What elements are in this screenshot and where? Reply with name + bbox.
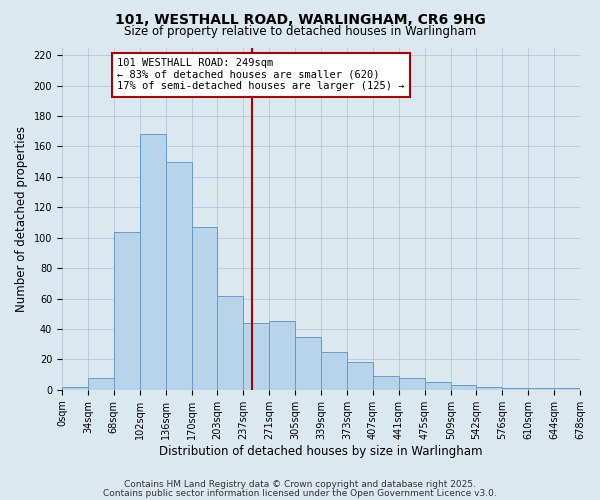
Bar <box>88 378 114 390</box>
Text: Contains public sector information licensed under the Open Government Licence v3: Contains public sector information licen… <box>103 488 497 498</box>
Bar <box>502 388 528 390</box>
Bar <box>347 362 373 390</box>
Bar <box>192 227 217 390</box>
X-axis label: Distribution of detached houses by size in Warlingham: Distribution of detached houses by size … <box>159 444 483 458</box>
Text: 101 WESTHALL ROAD: 249sqm
← 83% of detached houses are smaller (620)
17% of semi: 101 WESTHALL ROAD: 249sqm ← 83% of detac… <box>117 58 404 92</box>
Bar <box>269 322 295 390</box>
Bar <box>321 352 347 390</box>
Bar <box>140 134 166 390</box>
Bar <box>399 378 425 390</box>
Text: Size of property relative to detached houses in Warlingham: Size of property relative to detached ho… <box>124 25 476 38</box>
Bar <box>217 296 243 390</box>
Bar <box>425 382 451 390</box>
Text: Contains HM Land Registry data © Crown copyright and database right 2025.: Contains HM Land Registry data © Crown c… <box>124 480 476 489</box>
Y-axis label: Number of detached properties: Number of detached properties <box>15 126 28 312</box>
Bar <box>373 376 399 390</box>
Bar <box>451 386 476 390</box>
Bar <box>166 162 192 390</box>
Bar <box>114 232 140 390</box>
Bar <box>243 323 269 390</box>
Bar <box>62 387 88 390</box>
Bar <box>528 388 554 390</box>
Bar <box>554 388 580 390</box>
Text: 101, WESTHALL ROAD, WARLINGHAM, CR6 9HG: 101, WESTHALL ROAD, WARLINGHAM, CR6 9HG <box>115 12 485 26</box>
Bar <box>295 336 321 390</box>
Bar <box>476 387 502 390</box>
